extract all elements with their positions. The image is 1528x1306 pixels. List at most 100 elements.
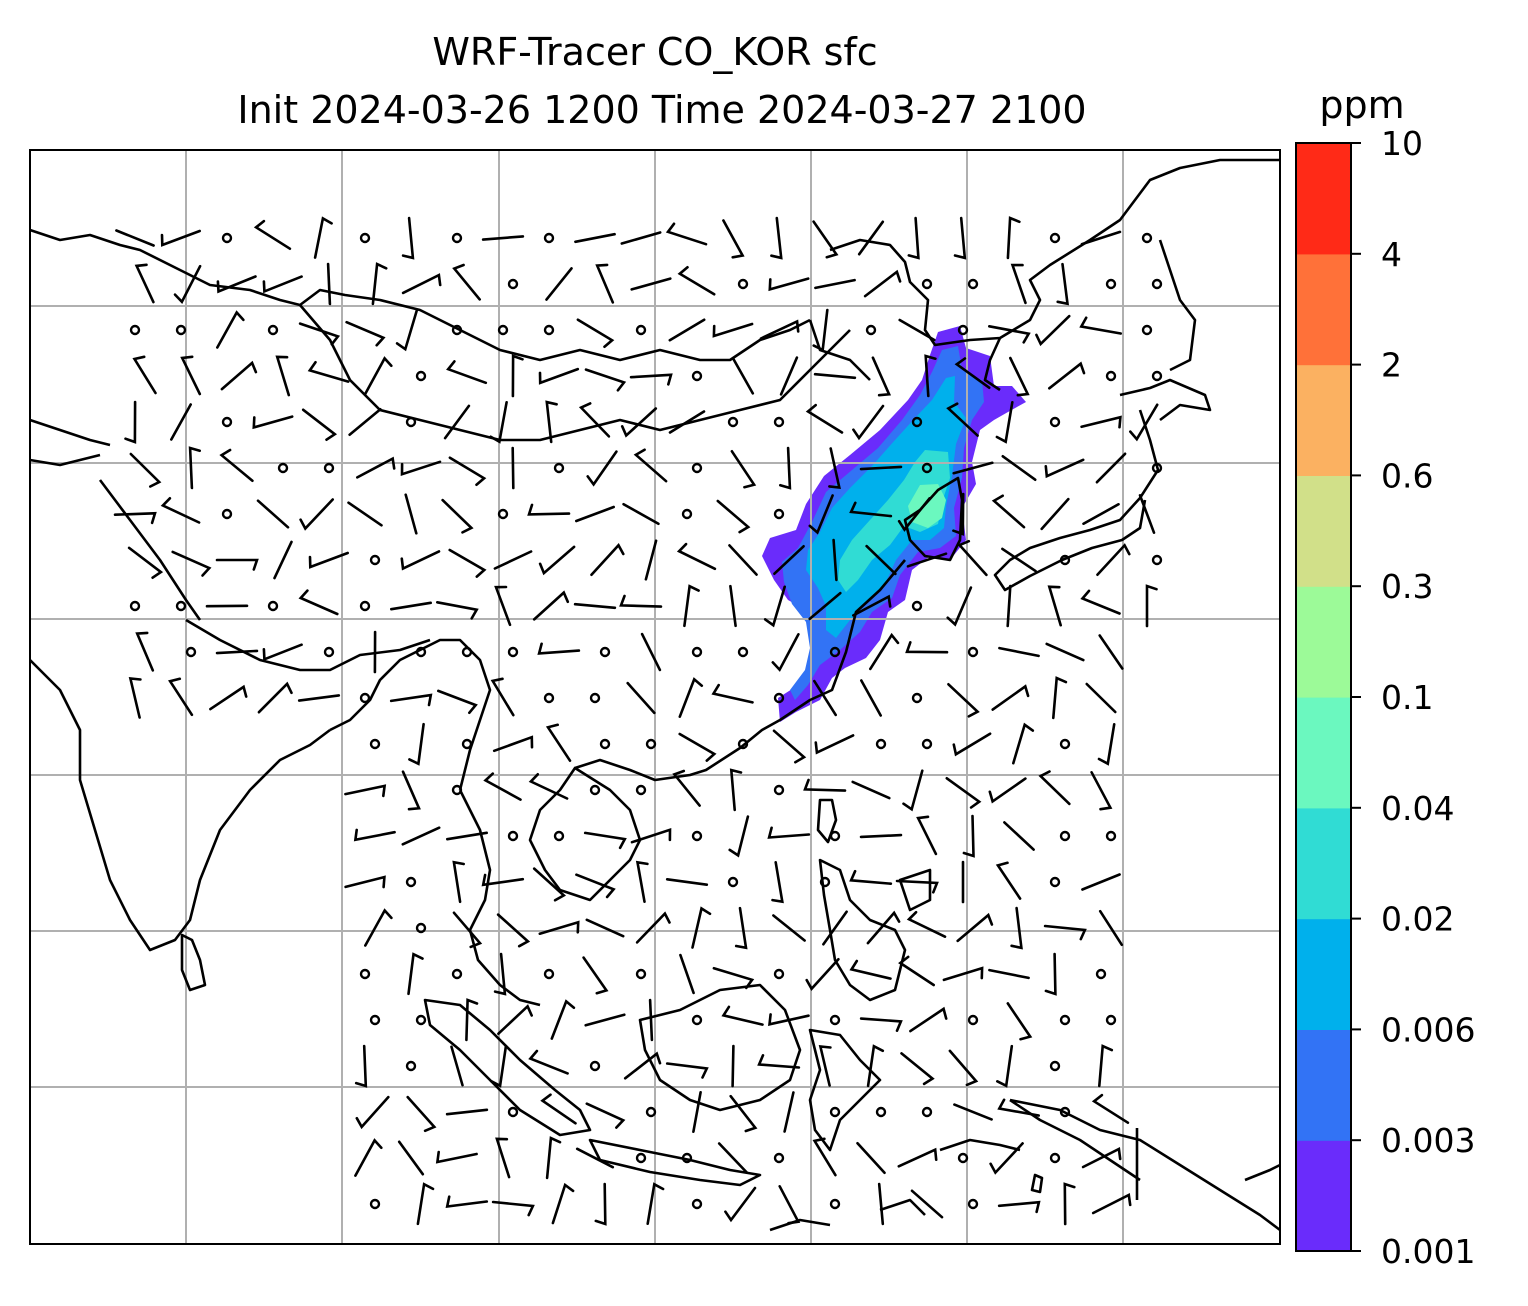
wind-barb — [770, 216, 783, 260]
wind-barb — [635, 860, 649, 903]
wind-barb — [863, 269, 902, 298]
calm-wind-marker — [1105, 278, 1117, 290]
wind-barb — [1091, 1093, 1130, 1124]
wind-barb — [711, 683, 754, 704]
wind-barb — [729, 1094, 758, 1133]
calm-wind-marker — [1095, 968, 1107, 980]
calm-wind-marker — [543, 692, 555, 704]
wind-barb — [759, 319, 800, 340]
wind-barb — [465, 998, 479, 1042]
wind-barb — [731, 1044, 735, 1088]
wind-barb — [298, 589, 339, 616]
wind-barb — [852, 404, 885, 441]
wind-barb — [308, 551, 349, 569]
wind-barb — [905, 641, 949, 654]
wind-barb — [865, 544, 897, 576]
wind-barb — [584, 1013, 626, 1027]
calm-wind-marker — [497, 508, 509, 520]
wind-barb — [808, 591, 842, 621]
wind-barb — [1080, 415, 1122, 429]
wind-barb — [528, 773, 569, 800]
wind-barb — [171, 550, 212, 577]
calm-wind-marker — [277, 462, 289, 474]
calm-wind-marker — [681, 1152, 693, 1164]
wind-barb — [988, 777, 1027, 804]
wind-barb — [962, 814, 975, 858]
calm-wind-marker — [369, 554, 381, 566]
calm-wind-marker — [415, 370, 427, 382]
wind-barb — [307, 360, 350, 383]
calm-wind-marker — [1141, 324, 1153, 336]
wind-barb — [916, 815, 938, 856]
calm-wind-marker — [773, 1152, 785, 1164]
wind-barb — [852, 594, 892, 617]
calm-wind-marker — [1049, 876, 1061, 888]
wind-barb — [1001, 455, 1037, 481]
wind-barb — [590, 542, 625, 577]
wind-barb — [1138, 494, 1156, 534]
colorbar-tick-label: 0.3 — [1381, 567, 1433, 606]
calm-wind-marker — [369, 738, 381, 750]
calm-wind-marker — [957, 1152, 969, 1164]
wind-barb — [1038, 770, 1071, 806]
wind-barb — [446, 360, 488, 385]
calm-wind-marker — [359, 232, 371, 244]
wind-barb — [585, 918, 625, 938]
calm-wind-marker — [875, 1106, 887, 1118]
calm-wind-marker — [645, 738, 657, 750]
wind-barb — [828, 447, 841, 489]
wind-barb — [481, 873, 525, 887]
wind-barb — [220, 360, 258, 391]
wind-barb — [435, 1150, 478, 1164]
calm-wind-marker — [681, 508, 693, 520]
calm-wind-marker — [221, 508, 233, 520]
wind-barb — [450, 1045, 464, 1087]
wind-barb — [490, 677, 515, 717]
wind-barb — [954, 357, 991, 389]
calm-wind-marker — [589, 692, 601, 704]
wind-barb — [721, 1005, 764, 1026]
wind-barb — [898, 955, 935, 987]
wind-barb — [407, 952, 424, 996]
wind-barb — [772, 914, 806, 942]
calm-wind-marker — [451, 968, 463, 980]
calm-wind-marker — [1059, 1106, 1071, 1118]
colorbar-tick-label: 0.003 — [1381, 1121, 1475, 1160]
colorbar: ppm 0.001 0.003 0.006 0.02 0.04 0.1 0.3 0.6 2 4 10 — [1295, 83, 1475, 1271]
calm-wind-marker — [967, 646, 979, 658]
wind-barb — [812, 1137, 837, 1177]
calm-wind-marker — [221, 232, 233, 244]
wind-barb — [813, 679, 837, 717]
wind-barb — [1003, 821, 1035, 851]
calm-wind-marker — [921, 738, 933, 750]
wind-barb — [448, 456, 487, 487]
calm-wind-marker — [829, 1106, 841, 1118]
wind-barb — [1081, 1147, 1122, 1169]
colorbar-tick-label: 0.6 — [1381, 456, 1433, 495]
wind-barb — [946, 402, 979, 437]
wind-barb — [494, 585, 512, 627]
wind-barb — [496, 913, 531, 948]
calm-wind-marker — [691, 646, 703, 658]
wind-barb — [545, 723, 572, 762]
wind-barb — [907, 216, 920, 260]
wind-barb — [1098, 909, 1124, 947]
wind-barb — [635, 911, 671, 944]
wind-barb — [768, 1013, 810, 1026]
wind-barb — [493, 550, 533, 570]
wind-barb — [344, 784, 387, 798]
wind-barb — [445, 1108, 489, 1116]
wind-barb — [1040, 497, 1070, 531]
wind-barb — [832, 538, 838, 582]
wind-barb — [859, 1017, 903, 1032]
calm-wind-marker — [323, 462, 335, 474]
calm-wind-marker — [737, 278, 749, 290]
wind-barb — [538, 920, 580, 935]
wind-barb — [489, 1044, 508, 1088]
wind-barb — [1080, 230, 1122, 246]
colorbar-tick-label: 0.1 — [1381, 678, 1433, 717]
calm-wind-marker — [773, 784, 785, 796]
wind-barb — [345, 320, 386, 347]
wind-barb — [448, 548, 487, 578]
wind-barb — [805, 403, 844, 434]
